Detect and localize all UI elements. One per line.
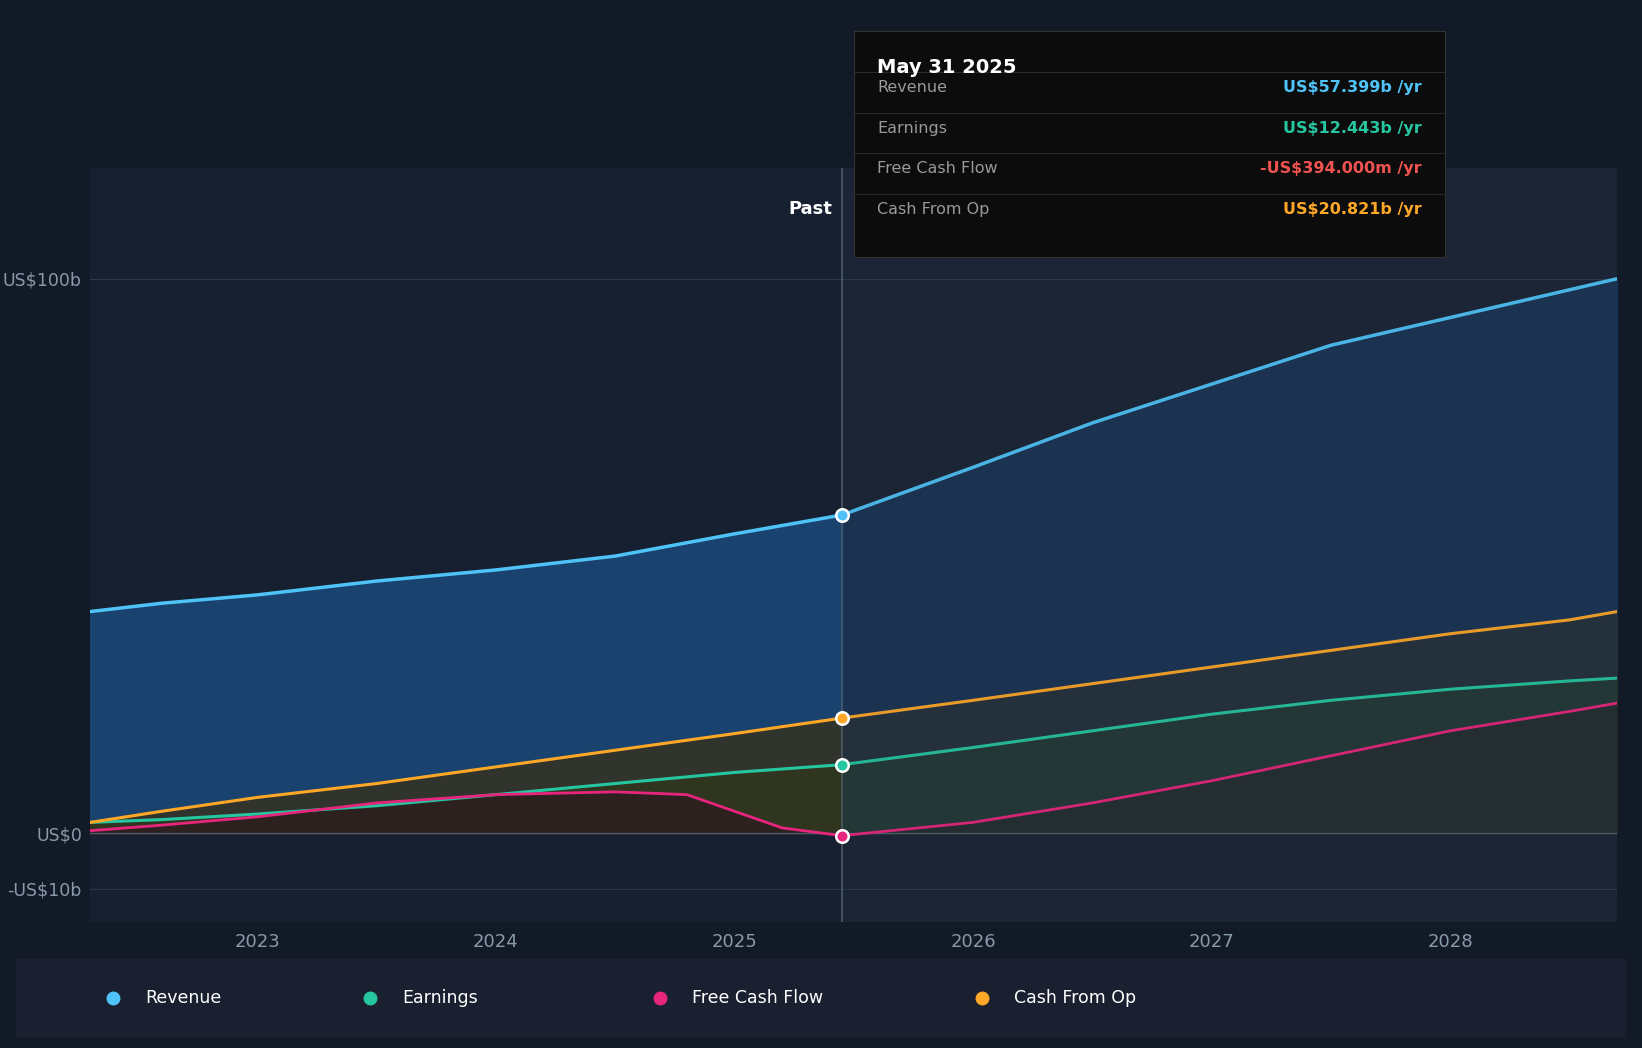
Text: Past: Past <box>788 200 832 218</box>
Text: Cash From Op: Cash From Op <box>1015 989 1136 1007</box>
Bar <box>90 168 842 922</box>
Text: Revenue: Revenue <box>877 81 947 95</box>
Text: US$57.399b /yr: US$57.399b /yr <box>1282 81 1422 95</box>
Text: May 31 2025: May 31 2025 <box>877 59 1016 78</box>
Text: Earnings: Earnings <box>402 989 478 1007</box>
Text: Analysts Forecasts: Analysts Forecasts <box>855 200 1025 218</box>
Text: US$12.443b /yr: US$12.443b /yr <box>1282 121 1422 136</box>
Text: -US$394.000m /yr: -US$394.000m /yr <box>1259 161 1422 176</box>
Text: Free Cash Flow: Free Cash Flow <box>693 989 823 1007</box>
Text: US$20.821b /yr: US$20.821b /yr <box>1282 202 1422 217</box>
Text: Revenue: Revenue <box>144 989 222 1007</box>
Text: Free Cash Flow: Free Cash Flow <box>877 161 998 176</box>
Text: Earnings: Earnings <box>877 121 947 136</box>
Bar <box>842 168 1617 922</box>
Text: Cash From Op: Cash From Op <box>877 202 990 217</box>
